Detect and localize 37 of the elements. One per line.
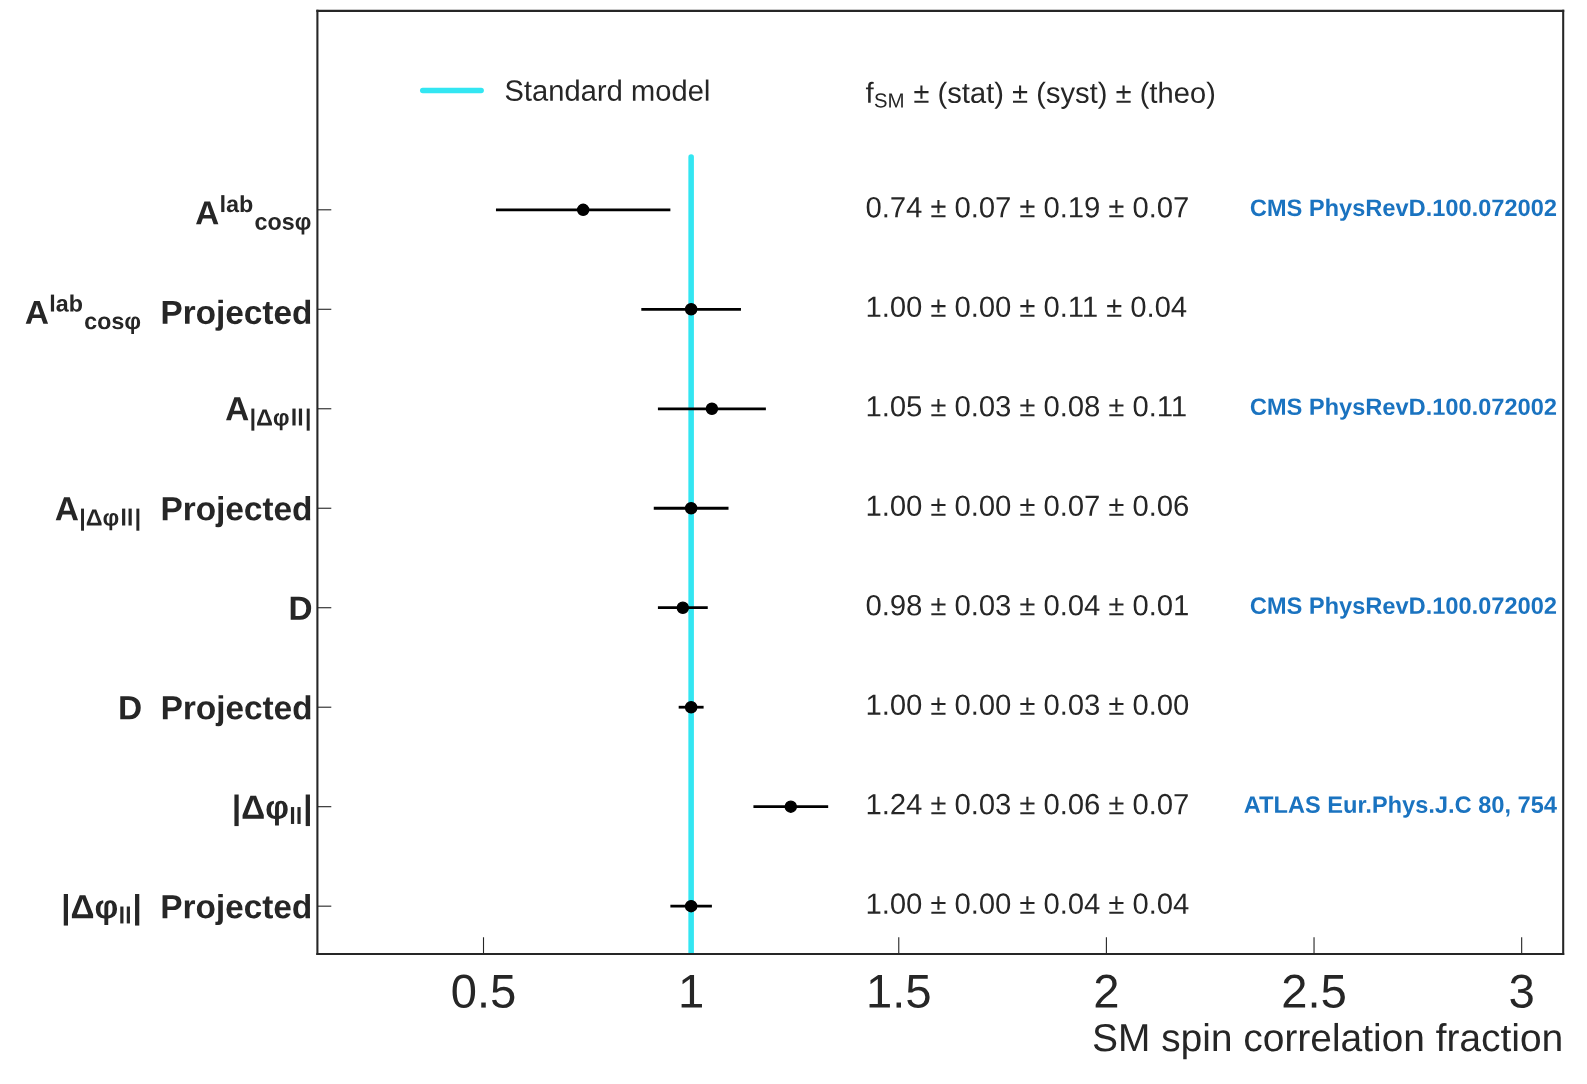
x-tick-label: 0.5 xyxy=(452,974,515,1009)
y-tick-label: D xyxy=(290,596,312,620)
y-tick-label: A$_{|Δφll|}$ xyxy=(226,397,310,431)
y-tick-label: |Δφ$_{ll}$| xyxy=(234,794,310,827)
annotation: 0.74 ± 0.07 ± 0.19 ± 0.07 xyxy=(866,196,1188,218)
point xyxy=(684,501,698,515)
point xyxy=(705,402,719,416)
annotation: 0.98 ± 0.03 ± 0.04 ± 0.01 xyxy=(866,594,1188,616)
x-tick-label: 2 xyxy=(1095,974,1118,1008)
y-tick-label: D Projected xyxy=(120,695,311,727)
point xyxy=(576,203,590,217)
x-tick-label: 3 xyxy=(1510,974,1533,1009)
annotation: CMS PhysRevD.100.072002 xyxy=(1250,596,1557,619)
y-tick-label: A$^{lab}$$_{cosφ}$ Projected xyxy=(25,294,311,334)
legend-label: Standard model xyxy=(505,79,709,101)
x-axis-title: SM spin correlation fraction xyxy=(1093,1022,1561,1060)
point xyxy=(784,800,798,813)
x-tick-label: 1 xyxy=(681,975,702,1008)
y-tick-label: A$^{lab}$$_{cosφ}$ xyxy=(196,195,311,235)
x-tick-label: 1.5 xyxy=(869,975,930,1009)
annotation: ATLAS Eur.Phys.J.C 80, 754 xyxy=(1244,795,1557,818)
y-tick-label: |Δφ$_{ll}$| Projected xyxy=(63,894,311,926)
point xyxy=(676,601,690,614)
annotation: CMS PhysRevD.100.072002 xyxy=(1250,198,1557,221)
annotation: CMS PhysRevD.100.072002 xyxy=(1250,397,1557,420)
annotation: 1.00 ± 0.00 ± 0.11 ± 0.04 xyxy=(867,296,1187,318)
annotation: 1.00 ± 0.00 ± 0.04 ± 0.04 xyxy=(867,893,1189,914)
annotation: 1.24 ± 0.03 ± 0.06 ± 0.07 xyxy=(867,793,1188,815)
point xyxy=(684,303,698,316)
annotation: 1.05 ± 0.03 ± 0.08 ± 0.11 xyxy=(867,395,1186,417)
annotation: 1.00 ± 0.00 ± 0.03 ± 0.00 xyxy=(867,694,1189,716)
y-tick-label: A$_{|Δφll|}$ Projected xyxy=(55,496,311,531)
point xyxy=(684,899,698,913)
x-tick-label: 2.5 xyxy=(1283,974,1345,1009)
text: f$_{SM}$ ± (stat) ± (syst) ± (theo) xyxy=(865,81,1215,109)
point xyxy=(684,700,698,714)
annotation: 1.00 ± 0.00 ± 0.07 ± 0.06 xyxy=(867,495,1188,517)
